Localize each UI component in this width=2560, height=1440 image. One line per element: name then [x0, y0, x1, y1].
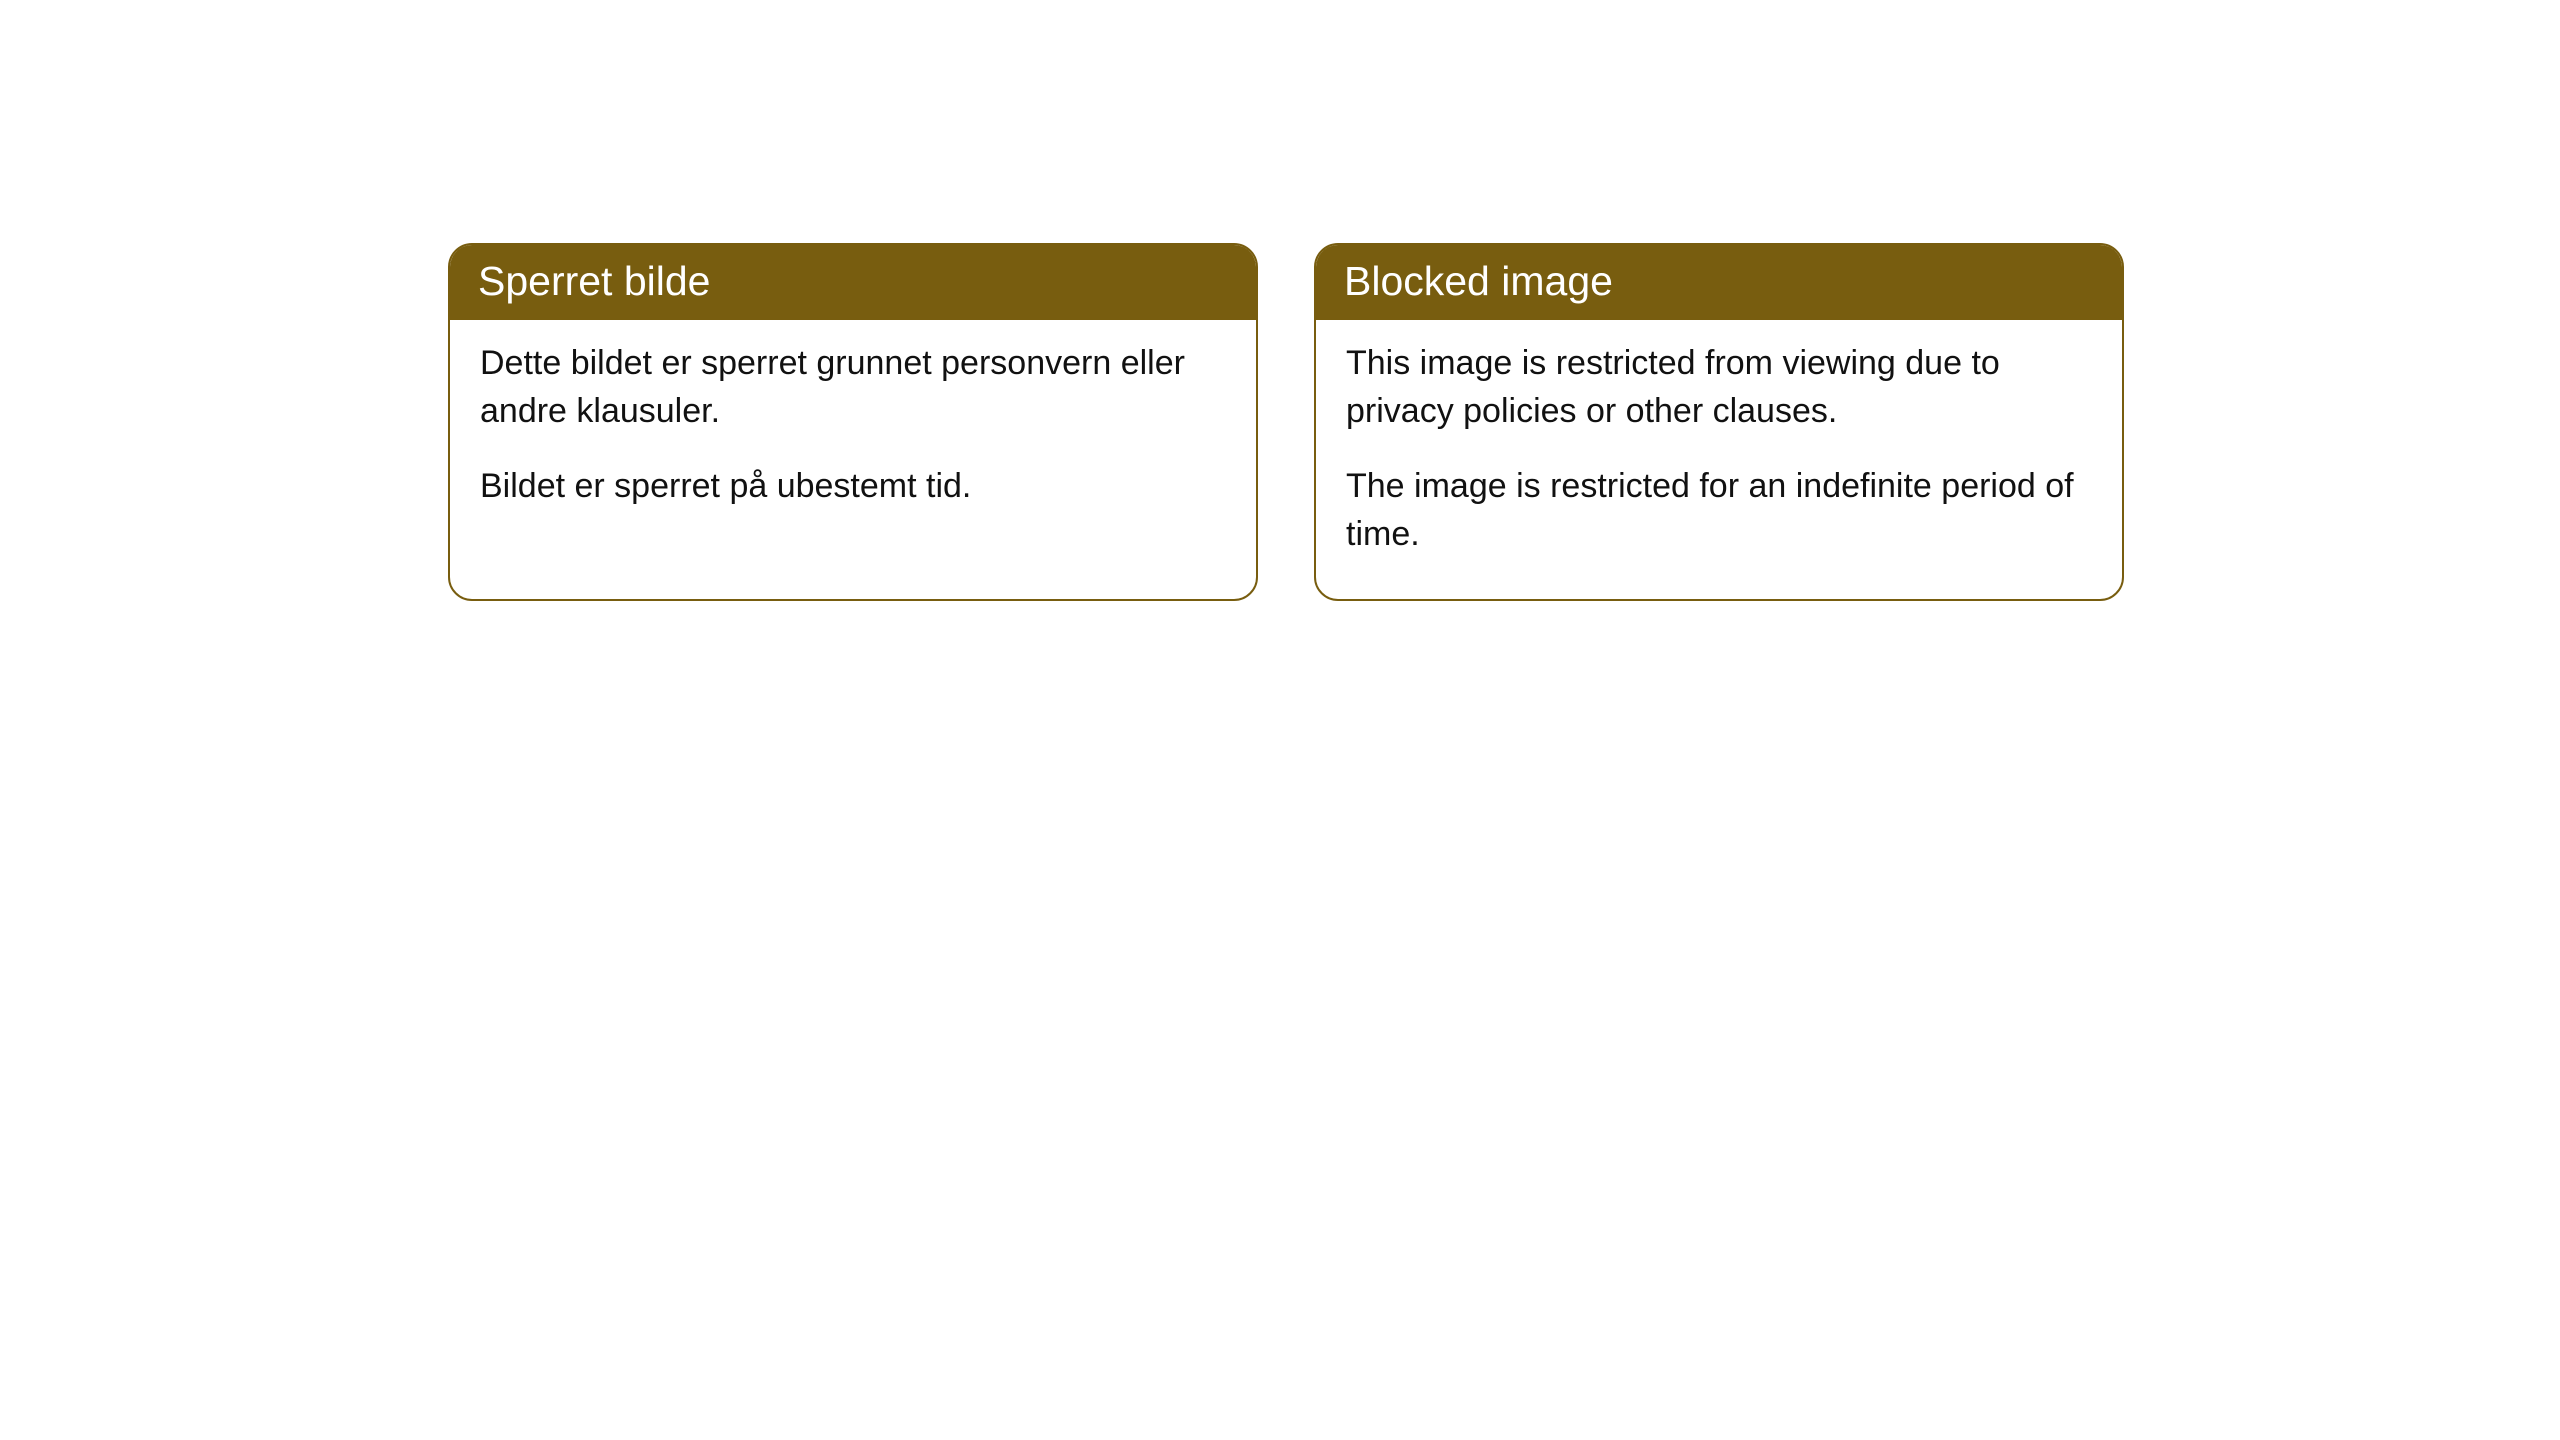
notice-header: Sperret bilde	[450, 245, 1256, 320]
notice-card-english: Blocked image This image is restricted f…	[1314, 243, 2124, 601]
notice-paragraph: The image is restricted for an indefinit…	[1346, 463, 2092, 558]
notice-card-norwegian: Sperret bilde Dette bildet er sperret gr…	[448, 243, 1258, 601]
notice-paragraph: This image is restricted from viewing du…	[1346, 340, 2092, 435]
notice-paragraph: Dette bildet er sperret grunnet personve…	[480, 340, 1226, 435]
notice-header: Blocked image	[1316, 245, 2122, 320]
notice-container: Sperret bilde Dette bildet er sperret gr…	[0, 0, 2560, 601]
notice-body: Dette bildet er sperret grunnet personve…	[450, 320, 1256, 551]
notice-paragraph: Bildet er sperret på ubestemt tid.	[480, 463, 1226, 511]
notice-body: This image is restricted from viewing du…	[1316, 320, 2122, 598]
